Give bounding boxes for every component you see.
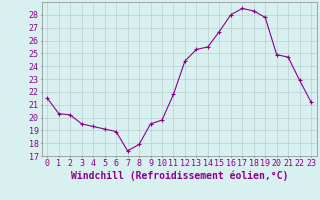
X-axis label: Windchill (Refroidissement éolien,°C): Windchill (Refroidissement éolien,°C) — [70, 171, 288, 181]
